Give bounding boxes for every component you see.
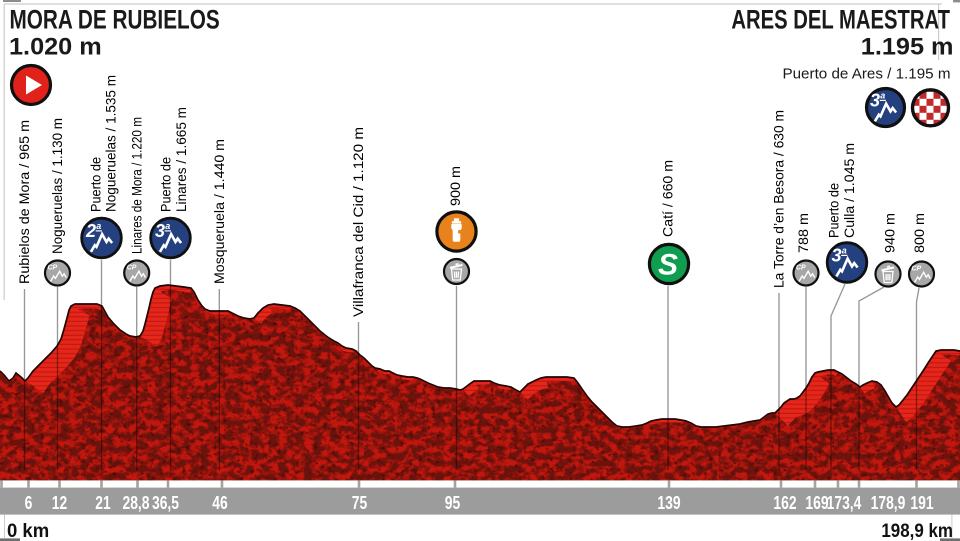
svg-text:Rubielos de Mora / 965 m: Rubielos de Mora / 965 m [17,120,32,284]
svg-text:Puerto de: Puerto de [827,183,842,238]
svg-text:6: 6 [25,493,33,513]
svg-text:Villafranca del Cid / 1.120 m: Villafranca del Cid / 1.120 m [351,127,366,317]
svg-text:198,9 km: 198,9 km [881,519,953,541]
svg-text:0 km: 0 km [7,521,49,541]
svg-text:La Torre d’en Besora / 630 m: La Torre d’en Besora / 630 m [772,110,787,288]
svg-text:Puerto de: Puerto de [158,157,173,212]
svg-text:2: 2 [85,221,96,241]
svg-text:Mosqueruela / 1.440 m: Mosqueruela / 1.440 m [212,139,227,284]
svg-text:28,8: 28,8 [123,493,150,513]
svg-text:CP: CP [48,264,58,271]
svg-text:CP: CP [127,264,137,271]
svg-text:178,9: 178,9 [871,493,906,513]
svg-text:173,4: 173,4 [827,493,862,513]
svg-text:940 m: 940 m [883,213,898,253]
svg-text:Culla / 1.045 m: Culla / 1.045 m [842,143,857,238]
svg-text:788 m: 788 m [796,213,811,253]
svg-text:a: a [165,221,170,231]
svg-text:CP: CP [796,264,806,271]
svg-text:1.195 m: 1.195 m [861,34,954,60]
svg-text:46: 46 [212,493,227,513]
svg-text:95: 95 [445,493,460,513]
svg-text:Puerto de: Puerto de [89,157,104,212]
svg-text:191: 191 [910,493,933,513]
svg-text:S: S [658,249,678,282]
svg-text:Linares / 1.665 m: Linares / 1.665 m [174,107,189,212]
svg-text:162: 162 [773,493,796,513]
svg-text:CP: CP [912,265,922,272]
svg-text:800 m: 800 m [912,213,927,253]
svg-text:a: a [96,221,101,231]
svg-text:ARES DEL MAESTRAT: ARES DEL MAESTRAT [731,5,950,36]
svg-text:900 m: 900 m [448,166,463,206]
svg-text:3: 3 [832,246,842,266]
svg-text:a: a [880,91,885,101]
svg-text:75: 75 [352,493,367,513]
svg-text:12: 12 [52,493,67,513]
svg-text:3: 3 [155,221,165,241]
svg-text:169: 169 [805,493,828,513]
svg-text:Linares de Mora / 1.220 m: Linares de Mora / 1.220 m [129,117,144,254]
svg-text:Puerto de Ares / 1.195 m: Puerto de Ares / 1.195 m [782,66,950,83]
svg-text:MORA DE RUBIELOS: MORA DE RUBIELOS [10,5,220,35]
svg-text:Nogueruelas / 1.535 m: Nogueruelas / 1.535 m [103,75,118,212]
svg-text:36,5: 36,5 [152,493,179,513]
svg-text:3: 3 [870,91,880,111]
svg-text:1.020 m: 1.020 m [9,34,102,60]
svg-text:21: 21 [95,493,110,513]
svg-text:Catí / 660 m: Catí / 660 m [661,160,676,237]
svg-text:Nogueruelas / 1.130 m: Nogueruelas / 1.130 m [50,118,65,254]
svg-text:a: a [842,246,847,256]
svg-text:139: 139 [657,493,680,513]
